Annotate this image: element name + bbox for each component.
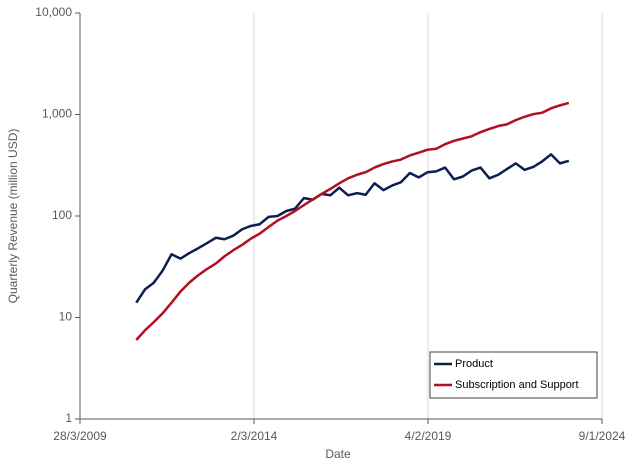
y-tick-label: 1 [65, 411, 72, 425]
y-tick-label: 100 [52, 208, 72, 222]
x-tick-label: 9/1/2024 [579, 429, 626, 443]
x-tick-label: 2/3/2014 [231, 429, 278, 443]
y-tick-label: 10 [59, 310, 73, 324]
series-line [135, 153, 570, 304]
y-tick-label: 10,000 [35, 5, 72, 19]
legend-label: Subscription and Support [455, 379, 579, 391]
y-tick-label: 1,000 [42, 107, 72, 121]
legend-box [429, 351, 598, 399]
x-tick-label: 28/3/2009 [53, 429, 107, 443]
legend-label: Product [455, 358, 493, 370]
legend: Product Subscription and Support [429, 351, 598, 399]
series-line [135, 101, 570, 341]
x-tick-label: 4/2/2019 [405, 429, 452, 443]
y-axis-label: Quarterly Revenue (million USD) [6, 129, 20, 304]
x-axis-label: Date [325, 447, 351, 461]
